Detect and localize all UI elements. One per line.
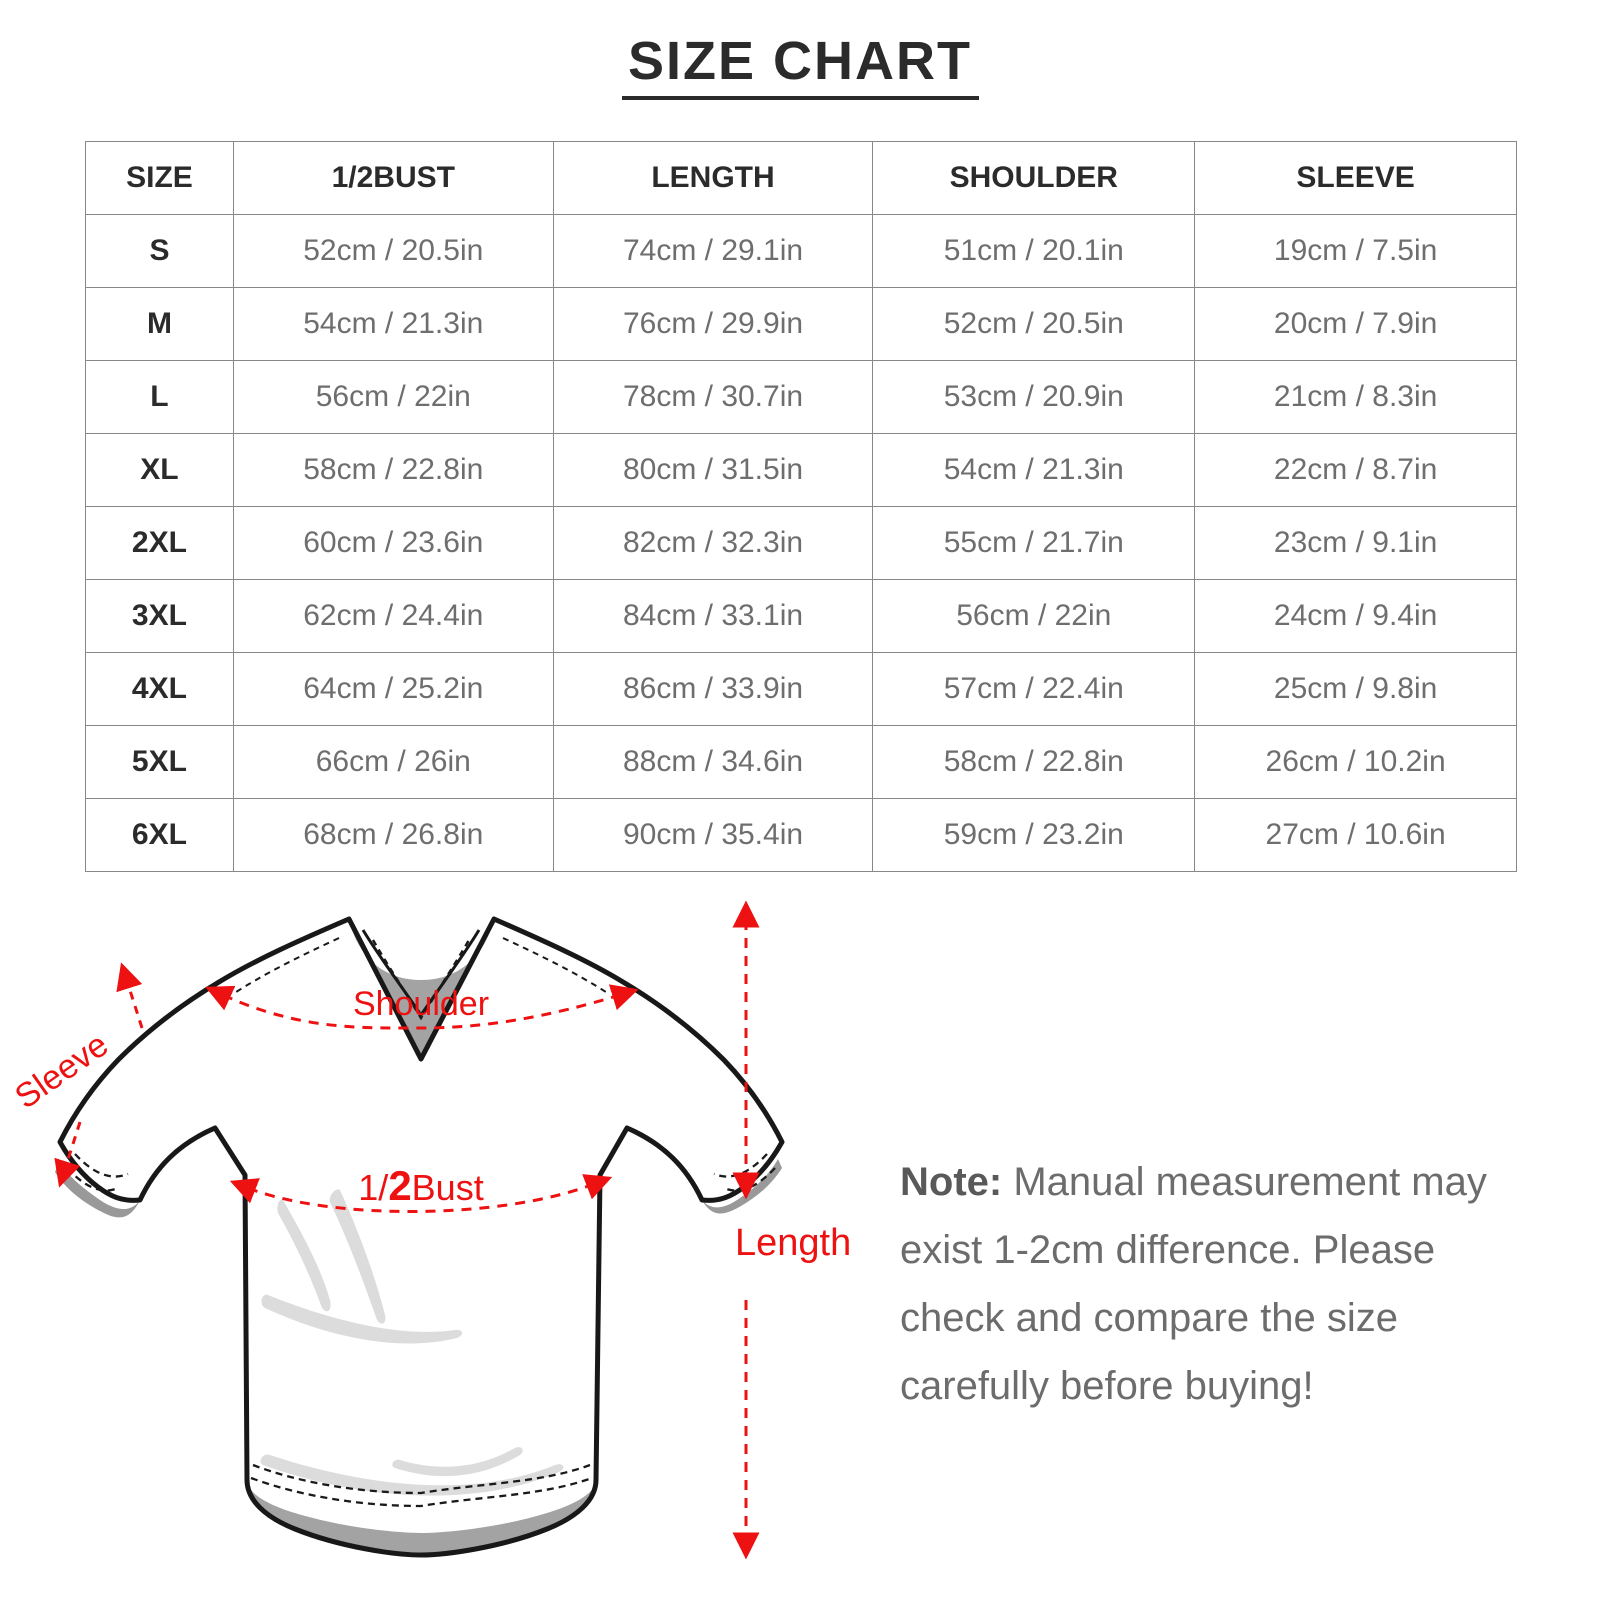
- svg-text:Length: Length: [735, 1222, 851, 1264]
- svg-text:Shoulder: Shoulder: [353, 985, 489, 1023]
- svg-text:1/2Bust: 1/2Bust: [358, 1162, 483, 1209]
